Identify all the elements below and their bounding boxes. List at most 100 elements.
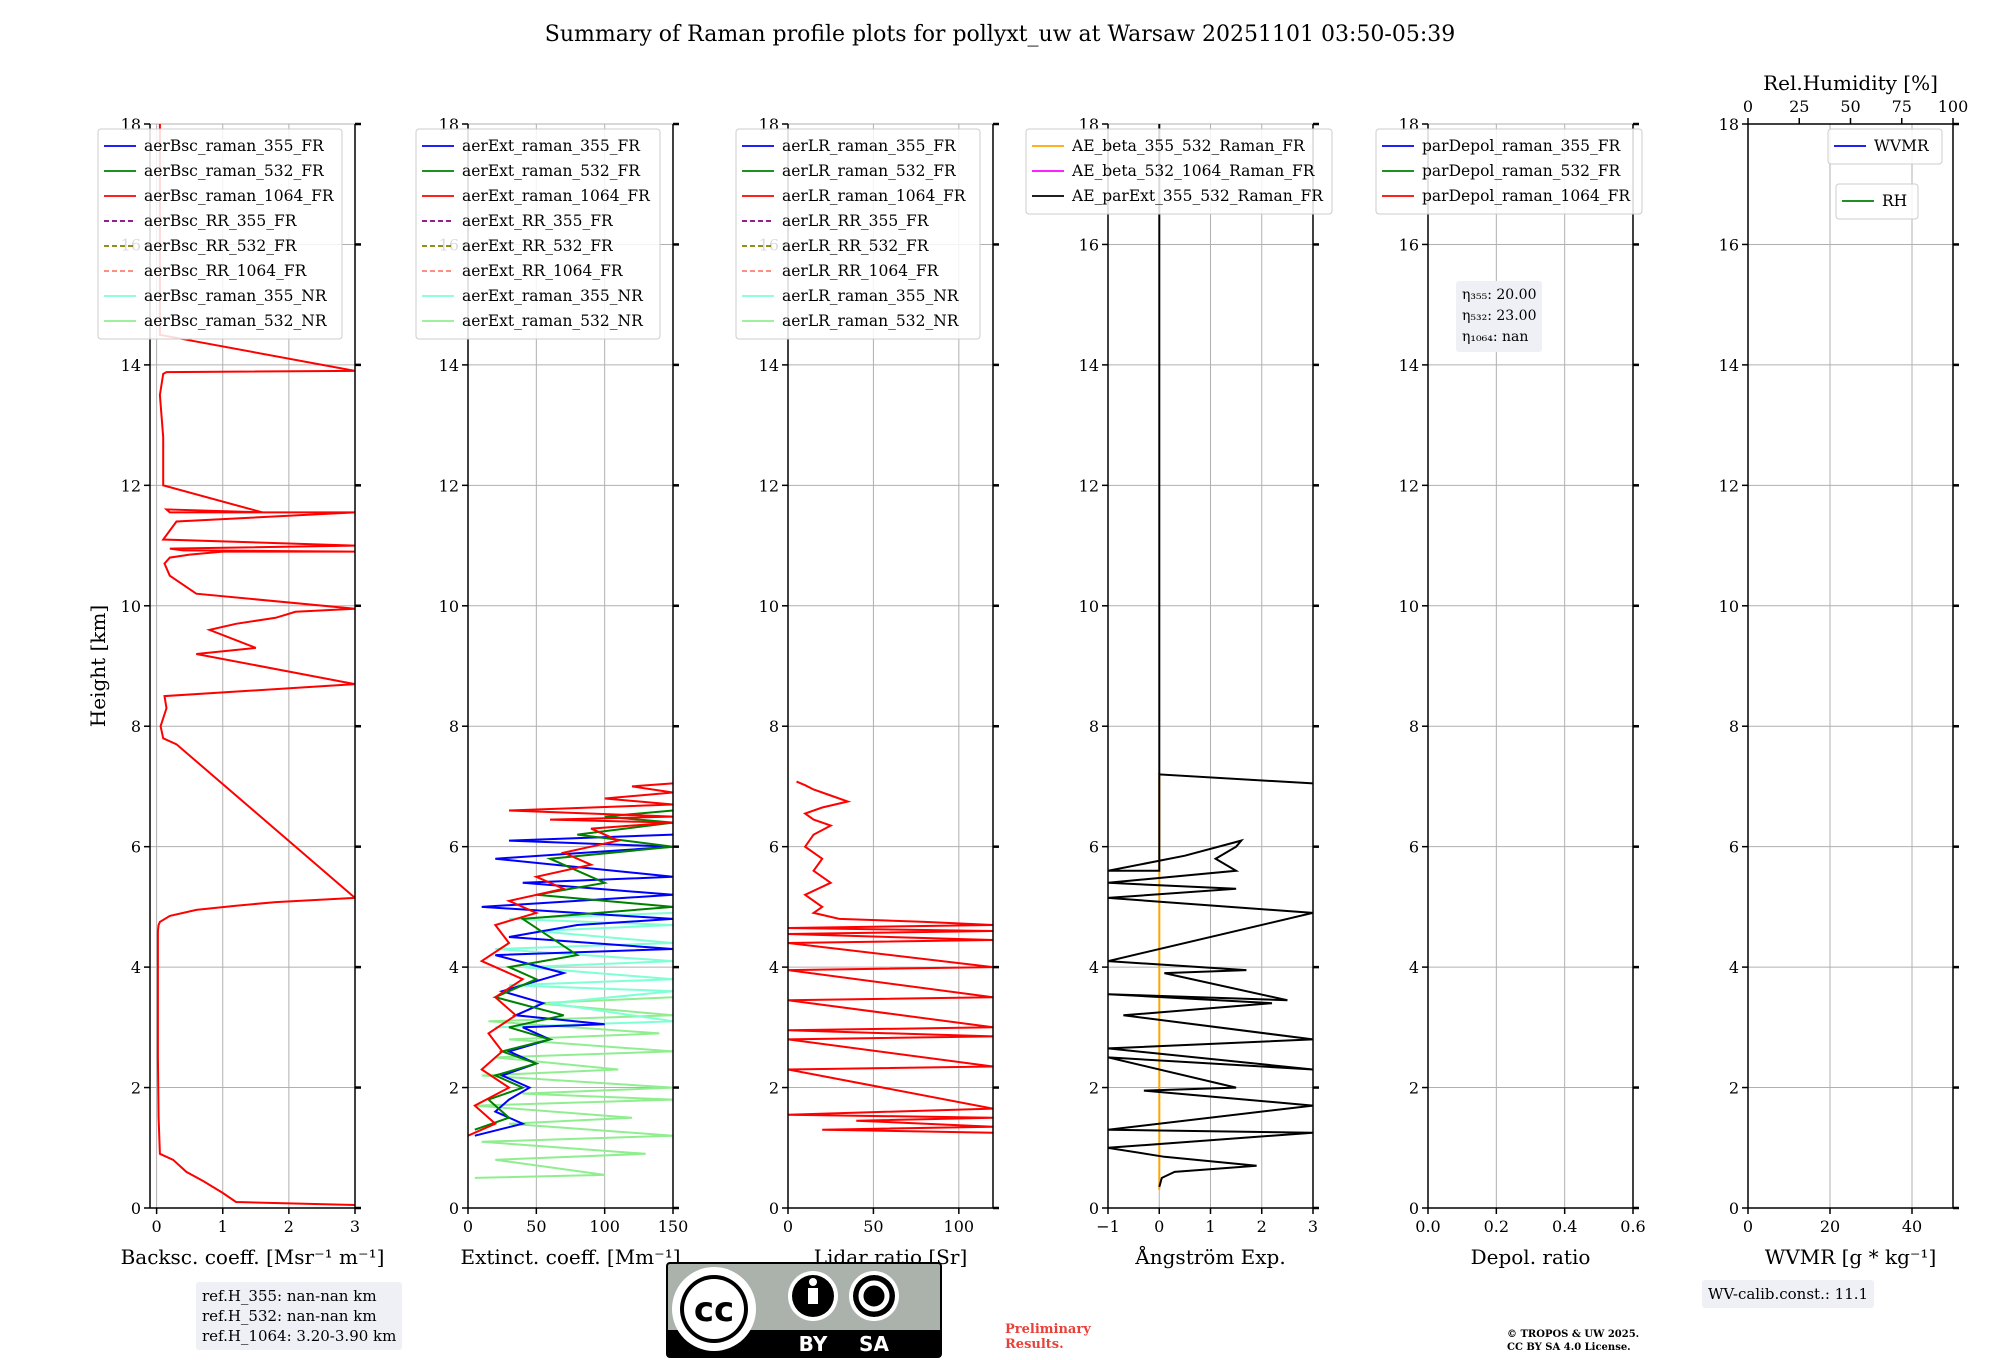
y-tick-label: 8 [769,717,779,736]
legend-frame [735,128,981,340]
y-tick-label: 12 [439,476,459,495]
y-tick-label: 4 [131,958,141,977]
preliminary-line-2: Results. [1005,1337,1064,1352]
x-tick-label: 0 [1154,1217,1164,1236]
license-by-label: BY [799,1332,828,1356]
top-x-tick-label: 0 [1743,97,1753,116]
y-tick-label: 14 [121,356,141,375]
y-tick-label: 4 [1729,958,1739,977]
y-tick-label: 2 [1089,1079,1099,1098]
y-tick-label: 0 [1089,1199,1099,1218]
x-tick-label: 0 [783,1217,793,1236]
y-tick-label: 12 [1719,476,1739,495]
y-tick-label: 8 [131,717,141,736]
y-tick-label: 0 [131,1199,141,1218]
y-tick-label: 10 [439,597,459,616]
top-x-axis-label: Rel.Humidity [%] [1763,71,1938,95]
y-tick-label: 0 [1409,1199,1419,1218]
series-group [788,780,993,1134]
series-line-aerExt_raman_355_NR [495,911,673,1029]
legend-entry: aerBsc_raman_532_FR [144,162,325,180]
series-line-aerLR_raman_1064_FR [788,780,993,1134]
y-tick-label: 6 [449,838,459,857]
y-tick-label: 4 [769,958,779,977]
top-x-tick-label: 50 [1840,97,1860,116]
y-tick-label: 14 [1399,356,1419,375]
panel-bsc: 0246810121416180123Backsc. coeff. [Msr⁻¹… [86,115,384,1269]
legend-entry: aerExt_raman_1064_FR [462,187,651,205]
legend-entry: aerBsc_RR_532_FR [144,237,298,255]
legend-frame [415,128,661,340]
y-tick-label: 0 [769,1199,779,1218]
wv-calibration-box: WV-calib.const.: 11.1 [1702,1280,1875,1308]
legend-entry: parDepol_raman_532_FR [1422,162,1622,180]
series-line-aerBsc_raman_1064_FR [156,124,355,1206]
legend: AE_beta_355_532_Raman_FR AE_beta_532_1064… [1025,128,1333,215]
x-tick-label: −1 [1096,1217,1120,1236]
legend-frame [1827,128,1943,165]
series-line-aerExt_raman_532_NR [474,996,673,1179]
x-tick-label: 50 [863,1217,883,1236]
series-group [1108,124,1313,1190]
legend-entry: aerBsc_RR_355_FR [144,212,298,230]
legend-frame [1025,128,1333,215]
legend-entry: aerLR_RR_355_FR [782,212,930,230]
copyright-line-2: CC BY SA 4.0 License. [1507,1342,1631,1353]
y-tick-label: 12 [759,476,779,495]
y-tick-label: 8 [449,717,459,736]
y-tick-label: 4 [449,958,459,977]
legend-entry: aerLR_raman_355_NR [782,287,960,305]
x-tick-label: 0.4 [1552,1217,1577,1236]
series-line-AE_parExt_355_532_Raman_FR [1108,773,1313,1188]
y-tick-label: 6 [769,838,779,857]
legend-entry: aerLR_raman_1064_FR [782,187,967,205]
wv-calib-const: WV-calib.const.: 11.1 [1708,1285,1869,1303]
x-tick-label: 150 [658,1217,689,1236]
legend-entry: aerBsc_RR_1064_FR [144,262,308,280]
y-tick-label: 16 [1399,235,1419,254]
x-tick-label: 3 [350,1217,360,1236]
legend-entry: parDepol_raman_355_FR [1422,137,1622,155]
legend-entry: aerExt_raman_355_NR [462,287,644,305]
x-tick-label: 3 [1308,1217,1318,1236]
y-tick-label: 10 [1399,597,1419,616]
legend-entry: aerLR_RR_1064_FR [782,262,940,280]
y-tick-label: 6 [1729,838,1739,857]
license-sa-label: SA [859,1332,889,1356]
y-tick-label: 8 [1729,717,1739,736]
legend: aerLR_raman_355_FR aerLR_raman_532_FR aerL… [735,128,981,340]
legend-entry: AE_beta_355_532_Raman_FR [1071,137,1306,155]
ref-h-532: ref.H_532: nan-nan km [202,1307,377,1325]
legend: aerExt_raman_355_FR aerExt_raman_532_FRae… [415,128,661,340]
figure-title: Summary of Raman profile plots for polly… [544,22,1456,47]
y-tick-label: 2 [1409,1079,1419,1098]
y-axis-label: Height [km] [86,605,110,727]
x-axis-label: Backsc. coeff. [Msr⁻¹ m⁻¹] [121,1245,385,1269]
legend-entry: aerExt_raman_355_FR [462,137,641,155]
y-tick-label: 0 [1729,1199,1739,1218]
x-tick-label: 0.2 [1484,1217,1509,1236]
cc-by-sa-license-badge: cc BY SA [666,1262,942,1358]
y-tick-label: 14 [439,356,459,375]
y-tick-label: 2 [131,1079,141,1098]
top-x-tick-label: 100 [1938,97,1969,116]
legend-entry: aerLR_raman_355_FR [782,137,957,155]
y-tick-label: 14 [1719,356,1739,375]
y-tick-label: 10 [759,597,779,616]
legend-entry: AE_parExt_355_532_Raman_FR [1071,187,1324,205]
x-tick-label: 20 [1820,1217,1840,1236]
ref-h-1064: ref.H_1064: 3.20-3.90 km [202,1327,397,1345]
legend-entry: parDepol_raman_1064_FR [1422,187,1631,205]
legend-entry: aerExt_RR_1064_FR [462,262,624,280]
preliminary-note: Preliminary Results. [1005,1322,1091,1352]
y-tick-label: 10 [121,597,141,616]
y-tick-label: 4 [1089,958,1099,977]
legend-entry: aerLR_RR_532_FR [782,237,930,255]
copyright-line-1: © TROPOS & UW 2025. [1507,1329,1640,1340]
y-tick-label: 12 [121,476,141,495]
legend-entry: aerBsc_raman_1064_FR [144,187,335,205]
x-tick-label: 2 [284,1217,294,1236]
ref-h-355: ref.H_355: nan-nan km [202,1287,377,1305]
y-tick-label: 6 [1089,838,1099,857]
